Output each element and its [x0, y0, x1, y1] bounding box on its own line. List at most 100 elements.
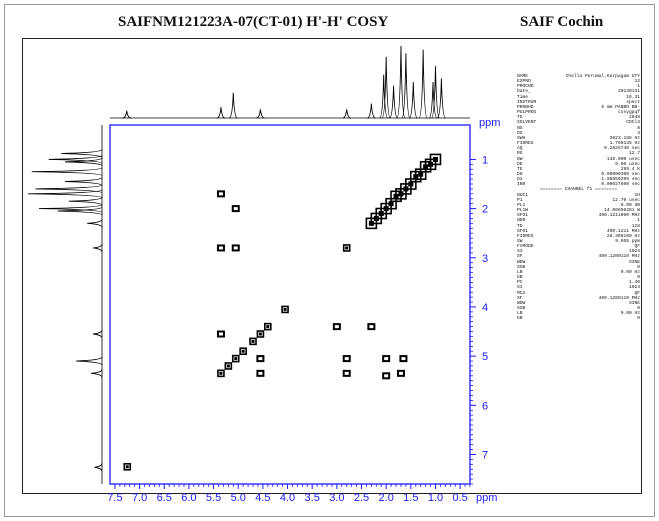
parameter-key: D1	[517, 177, 523, 183]
parameter-row: Date_ 20130131	[517, 89, 640, 94]
diagonal-peak	[224, 362, 233, 370]
diagonal-peak-core	[251, 339, 255, 343]
parameter-key: TD	[517, 223, 523, 229]
top-projection-peak	[229, 92, 238, 119]
diagonal-peak	[342, 244, 351, 252]
parameter-row: INSTRUM spect	[517, 100, 640, 105]
diagonal-peak	[231, 354, 240, 363]
x-tick-label: 4.0	[280, 492, 295, 504]
parameter-key: PL1	[517, 202, 526, 208]
parameter-value: 12	[634, 79, 640, 85]
parameter-row: Time 16.31	[517, 95, 640, 100]
diagonal-peak-core	[413, 174, 419, 180]
parameter-value: 28.306160 Hz	[606, 233, 640, 239]
x-tick-label: 2.0	[379, 492, 394, 504]
parameter-value: 0.00 dB	[620, 202, 640, 208]
cross-peak-hole	[401, 357, 406, 361]
parameter-row: RG 12.7	[517, 151, 640, 156]
diagonal-peak-core	[226, 364, 230, 368]
parameter-row: NAME Chella Perumal,Karpagam UTY	[517, 74, 640, 79]
parameter-key: SF	[517, 254, 523, 260]
parameter-key: SFO1	[517, 228, 529, 234]
parameter-key: EXPNO	[517, 79, 531, 85]
diagonal-peak	[281, 305, 289, 314]
x-tick-label: 3.5	[305, 492, 320, 504]
parameter-key: SI	[517, 285, 523, 291]
parameter-key: Time	[517, 94, 529, 100]
top-projection-peak	[396, 45, 406, 119]
cross-peak-hole	[384, 357, 389, 361]
parameter-key: P1	[517, 197, 523, 203]
parameter-row: SF 400.1200110 MHz	[517, 254, 640, 259]
parameter-value: 9.055 ppm	[615, 239, 640, 244]
diagonal-peak-core	[258, 332, 262, 336]
cross-peak-hole	[218, 332, 223, 336]
diagonal-peak-core	[423, 164, 429, 170]
parameter-key: ND0	[517, 218, 526, 224]
x-tick-label: 0.5	[452, 492, 467, 504]
x-tick-label: 6.5	[157, 492, 172, 504]
parameter-key: NUC1	[517, 192, 529, 198]
parameter-key: D0	[517, 171, 523, 177]
parameter-value: 1.98859299 sec	[601, 177, 640, 183]
left-projection-peak	[27, 189, 103, 199]
parameter-key: PULPROG	[517, 110, 537, 116]
contour-peaks	[123, 153, 442, 471]
y-tick-label: 7	[482, 449, 488, 461]
top-projection-peak	[379, 74, 389, 119]
diagonal-peak-core	[393, 193, 399, 199]
parameter-key: FIDRES	[517, 141, 534, 147]
parameter-key: LB	[517, 269, 523, 275]
parameter-key: LB	[517, 311, 523, 317]
x-tick-label: 7.5	[107, 492, 122, 504]
parameter-row: TE 299.4 K	[517, 167, 640, 172]
diagonal-peak	[123, 462, 132, 471]
diagonal-peak	[249, 337, 257, 346]
top-projection-peak	[389, 85, 398, 119]
parameter-row: PL1 0.00 dB	[517, 203, 640, 208]
parameter-key: SOLVENT	[517, 120, 537, 126]
parameter-row: D0 0.00000300 sec	[517, 172, 640, 177]
top-projection-peak	[408, 81, 418, 119]
x-tick-label: 4.5	[255, 492, 270, 504]
parameter-value: 0.00 Hz	[620, 269, 640, 275]
parameter-key: GB	[517, 316, 523, 322]
top-projection-peak	[256, 109, 265, 119]
left-projection-peak	[93, 243, 103, 253]
cross-peak-hole	[384, 374, 389, 378]
left-projection-peak	[68, 196, 103, 206]
parameter-row: PROCNO 1	[517, 84, 640, 89]
parameter-list-general: NAME Chella Perumal,Karpagam UTY EXPNO 12 PR…	[517, 74, 640, 187]
parameter-row: SI 1024	[517, 285, 640, 290]
diagonal-peak	[256, 330, 265, 338]
parameter-key: TE	[517, 166, 523, 172]
left-projection-peak	[64, 177, 103, 186]
diagonal-peak	[365, 217, 378, 230]
cross-peak-hole	[233, 207, 238, 211]
parameter-value: 400.1211060 MHz	[598, 213, 640, 219]
cross-peak-hole	[344, 371, 349, 375]
diagonal-peak-core	[266, 325, 270, 329]
top-projection-peak	[381, 56, 391, 119]
parameter-row: FIDRES 28.306160 Hz	[517, 234, 640, 239]
parameter-key: SFO1	[517, 213, 529, 219]
parameter-row: DS 4	[517, 131, 640, 136]
parameter-value: 5 mm PABBO BB-	[601, 104, 640, 110]
parameter-value: 0.00027600 sec	[601, 182, 640, 188]
parameter-value: CDCl3	[626, 120, 640, 126]
parameter-key: PL1W	[517, 208, 529, 214]
diagonal-peak-core	[234, 357, 238, 361]
diagonal-peak-core	[241, 349, 245, 353]
top-projection-peak	[216, 107, 226, 119]
parameter-row: SWH 3623.188 Hz	[517, 136, 640, 141]
parameter-key: PROCNO	[517, 84, 534, 90]
parameter-row: D1 1.98859299 sec	[517, 177, 640, 182]
x-axis-unit: ppm	[476, 492, 497, 504]
parameter-value: 0.2826740 sec	[604, 146, 640, 152]
parameter-row: GB 0	[517, 275, 640, 280]
left-projection-peak	[93, 329, 103, 339]
diagonal-peak	[264, 322, 272, 331]
parameter-value: 400.1200110 MHz	[598, 295, 640, 301]
cross-peak-hole	[344, 357, 349, 361]
